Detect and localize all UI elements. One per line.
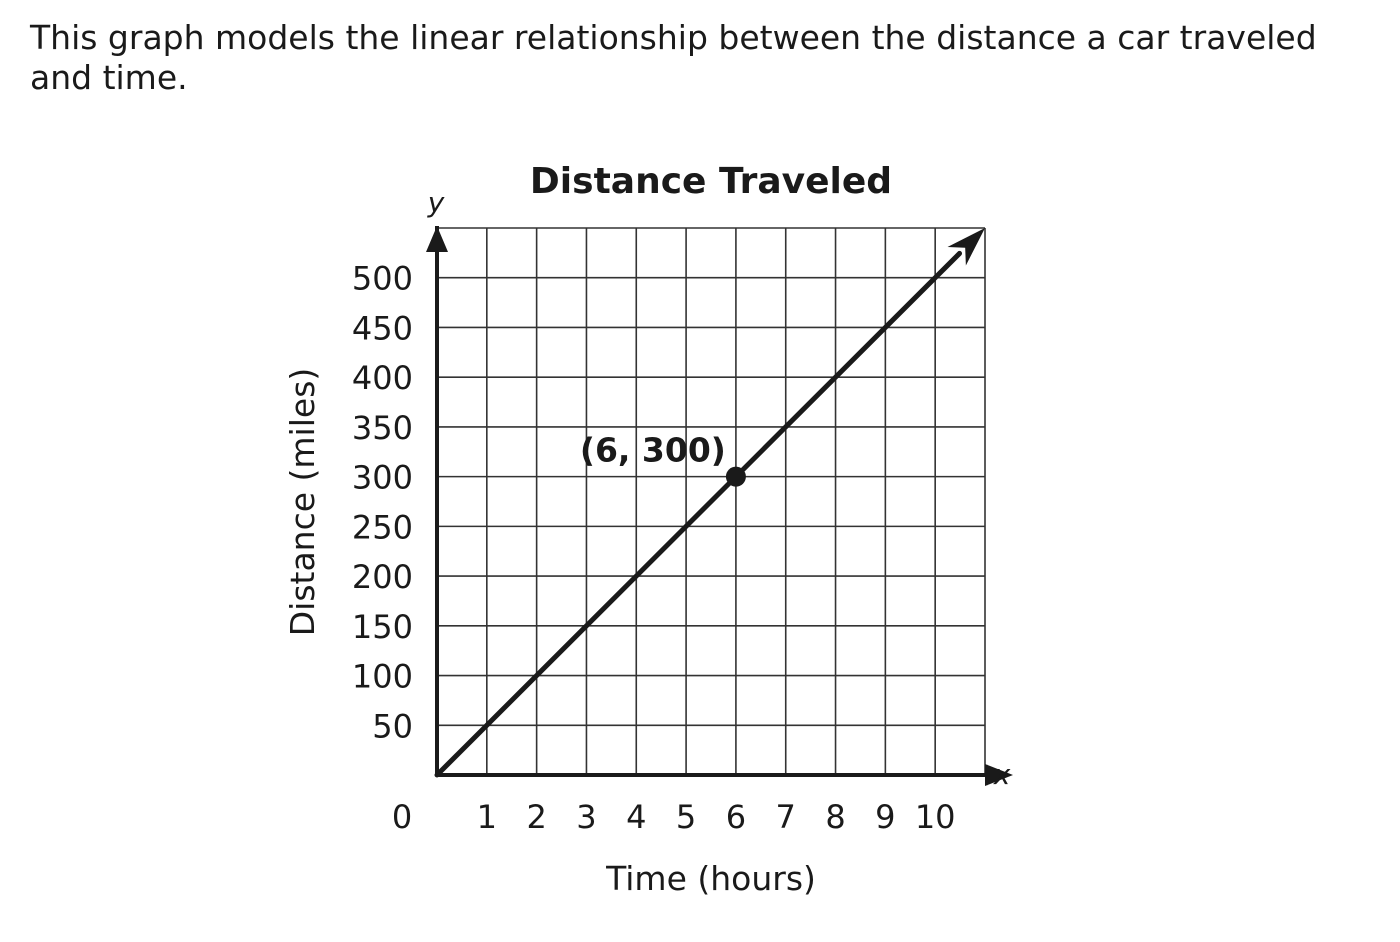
x-tick-label: 5 [676,798,696,836]
y-axis-label: Distance (miles) [283,368,322,637]
y-axis-arrowhead [426,226,448,252]
y-tick-label: 300 [352,459,413,497]
y-variable-label: y [427,186,445,219]
x-axis-label: Time (hours) [605,859,816,898]
x-axis-arrowhead [985,764,1013,786]
series-arrowhead [947,228,985,266]
y-tick-label: 350 [352,409,413,447]
y-tick-label: 250 [352,508,413,546]
x-tick-label: 8 [825,798,845,836]
y-tick-label: 200 [352,558,413,596]
grid-lines [437,227,986,775]
x-tick-label: 4 [626,798,646,836]
x-tick-label: 1 [477,798,497,836]
y-tick-label: 150 [352,608,413,646]
x-variable-label: x [993,758,1011,791]
y-tick-label: 500 [352,260,413,298]
y-tick-label: 400 [352,359,413,397]
data-point [725,466,746,487]
tick-labels: 1 2 3 4 5 6 7 8 9 10 50 100 150 200 250 300 350 400 450 500 [352,260,956,836]
y-tick-label: 50 [372,707,413,745]
data-points: (6, 300) [580,431,746,487]
origin-label: 0 [392,798,412,836]
data-point-label: (6, 300) [580,431,726,470]
y-tick-label: 100 [352,658,413,696]
series-line [434,250,963,778]
x-tick-label: 7 [776,798,796,836]
axes [426,226,1013,786]
data-series [434,228,985,778]
x-tick-label: 6 [726,798,746,836]
x-tick-label: 2 [526,798,546,836]
y-tick-label: 450 [352,309,413,347]
chart-title: Distance Traveled [530,161,892,202]
x-tick-label: 3 [576,798,596,836]
x-tick-label: 10 [915,798,956,836]
question-text: This graph models the linear relationshi… [30,18,1317,97]
x-tick-label: 9 [875,798,895,836]
